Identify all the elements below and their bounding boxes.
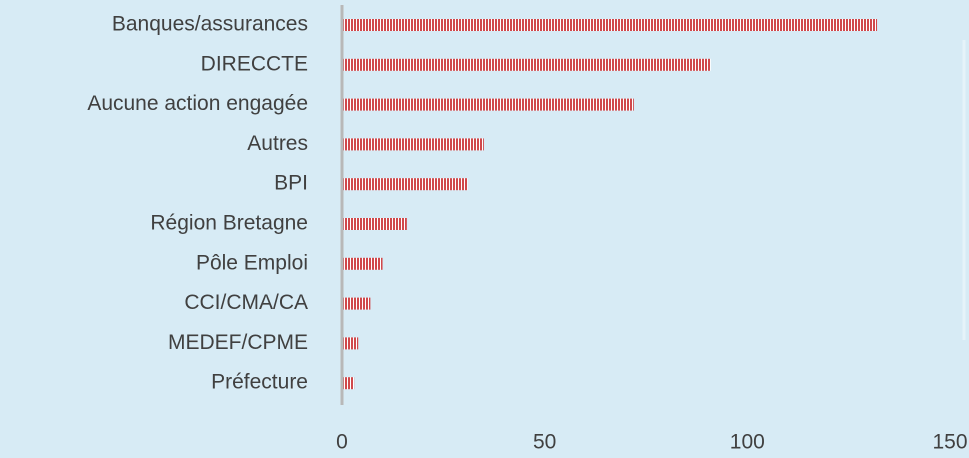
bar bbox=[342, 377, 355, 390]
bar bbox=[342, 257, 383, 270]
y-tick-label: MEDEF/CPME bbox=[168, 331, 308, 354]
y-tick-label: Région Bretagne bbox=[150, 212, 308, 235]
x-tick-label: 100 bbox=[730, 431, 765, 454]
bar bbox=[342, 58, 711, 71]
bar bbox=[342, 138, 484, 151]
bar bbox=[342, 337, 359, 350]
x-tick-label: 0 bbox=[336, 431, 348, 454]
y-tick-label: DIRECCTE bbox=[201, 52, 308, 75]
bar bbox=[342, 297, 371, 310]
y-tick-label: BPI bbox=[274, 172, 308, 195]
y-tick-label: CCI/CMA/CA bbox=[184, 291, 308, 314]
bar bbox=[342, 218, 407, 230]
x-tick-label: 150 bbox=[932, 431, 967, 454]
y-tick-label: Autres bbox=[247, 132, 308, 155]
bar bbox=[342, 98, 634, 111]
bar bbox=[342, 19, 878, 31]
y-tick-label: Préfecture bbox=[211, 371, 308, 394]
y-tick-label: Aucune action engagée bbox=[87, 92, 308, 115]
y-tick-label: Pôle Emploi bbox=[196, 251, 308, 274]
bar bbox=[342, 178, 468, 191]
x-tick-label: 50 bbox=[533, 431, 556, 454]
y-tick-label: Banques/assurances bbox=[112, 13, 308, 36]
